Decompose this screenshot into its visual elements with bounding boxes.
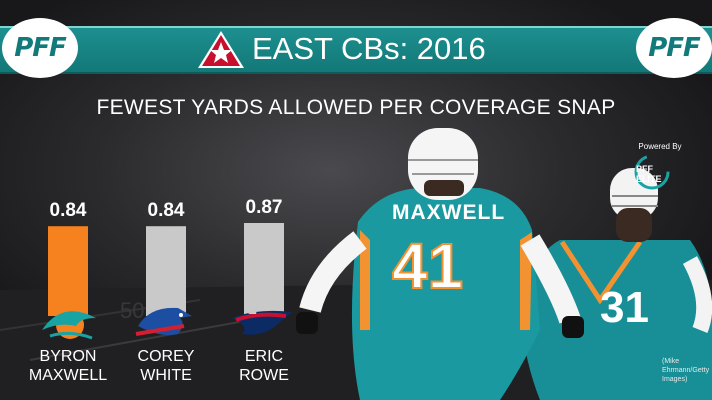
title-banner xyxy=(0,26,712,74)
badge-line1: PFF xyxy=(636,164,653,174)
svg-text:50: 50 xyxy=(120,298,144,323)
bar-value-label-3: 0.87 xyxy=(246,197,283,218)
patriots-logo-icon xyxy=(232,306,292,335)
bar-3 xyxy=(244,223,284,316)
player-label-white: COREY WHITE xyxy=(137,348,195,384)
afc-logo-icon xyxy=(198,31,244,68)
player-label-rowe: ERIC ROWE xyxy=(239,348,289,384)
bar-2 xyxy=(146,226,186,316)
photo-credit: (Mike Ehrmann/Getty Images) xyxy=(662,358,710,383)
powered-by-label: Powered By xyxy=(638,142,682,151)
player-label-maxwell: BYRON MAXWELL xyxy=(28,348,108,384)
pff-elite-badge: PFF ELITE xyxy=(636,164,662,184)
brand-left: PFF xyxy=(14,33,67,63)
dolphins-logo-icon xyxy=(42,311,96,340)
jersey-number-31: 31 xyxy=(600,283,649,332)
player-41-figure: MAXWELL 41 xyxy=(296,128,584,400)
jersey-number-41: 41 xyxy=(392,230,463,302)
pff-elite-ring-icon xyxy=(634,154,670,190)
chart-subtitle: FEWEST YARDS ALLOWED PER COVERAGE SNAP xyxy=(96,96,616,119)
bar-value-label-2: 0.84 xyxy=(148,200,185,221)
page-title: EAST CBs: 2016 xyxy=(252,31,486,66)
brand-right: PFF xyxy=(648,33,701,63)
bar-1 xyxy=(48,226,88,316)
badge-line2: ELITE xyxy=(636,174,662,184)
jersey-name-maxwell: MAXWELL xyxy=(392,201,505,224)
pff-logo-right: PFF xyxy=(636,18,712,78)
bills-logo-icon xyxy=(135,307,192,336)
pff-logo-left: PFF xyxy=(2,18,78,78)
bar-value-label-1: 0.84 xyxy=(50,200,87,221)
